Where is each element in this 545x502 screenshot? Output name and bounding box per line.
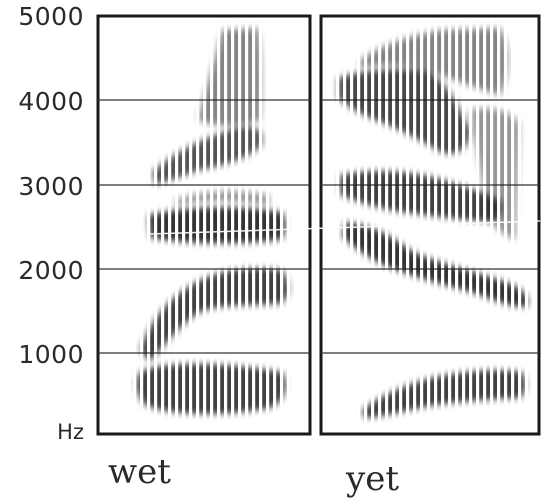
- panel-yet-label: yet: [346, 459, 399, 499]
- y-tick-4000: 4000: [18, 87, 84, 116]
- y-tick-2000: 2000: [18, 256, 84, 285]
- spectrogram-yet-energy: [338, 28, 529, 418]
- panel-wet-label: wet: [108, 452, 171, 492]
- y-tick-5000: 5000: [18, 2, 84, 31]
- spectrogram-wet-energy: [136, 28, 289, 415]
- scan-artifact-line: [149, 220, 541, 235]
- y-axis-unit: Hz: [57, 420, 84, 444]
- y-tick-3000: 3000: [18, 172, 84, 201]
- y-tick-1000: 1000: [18, 340, 84, 369]
